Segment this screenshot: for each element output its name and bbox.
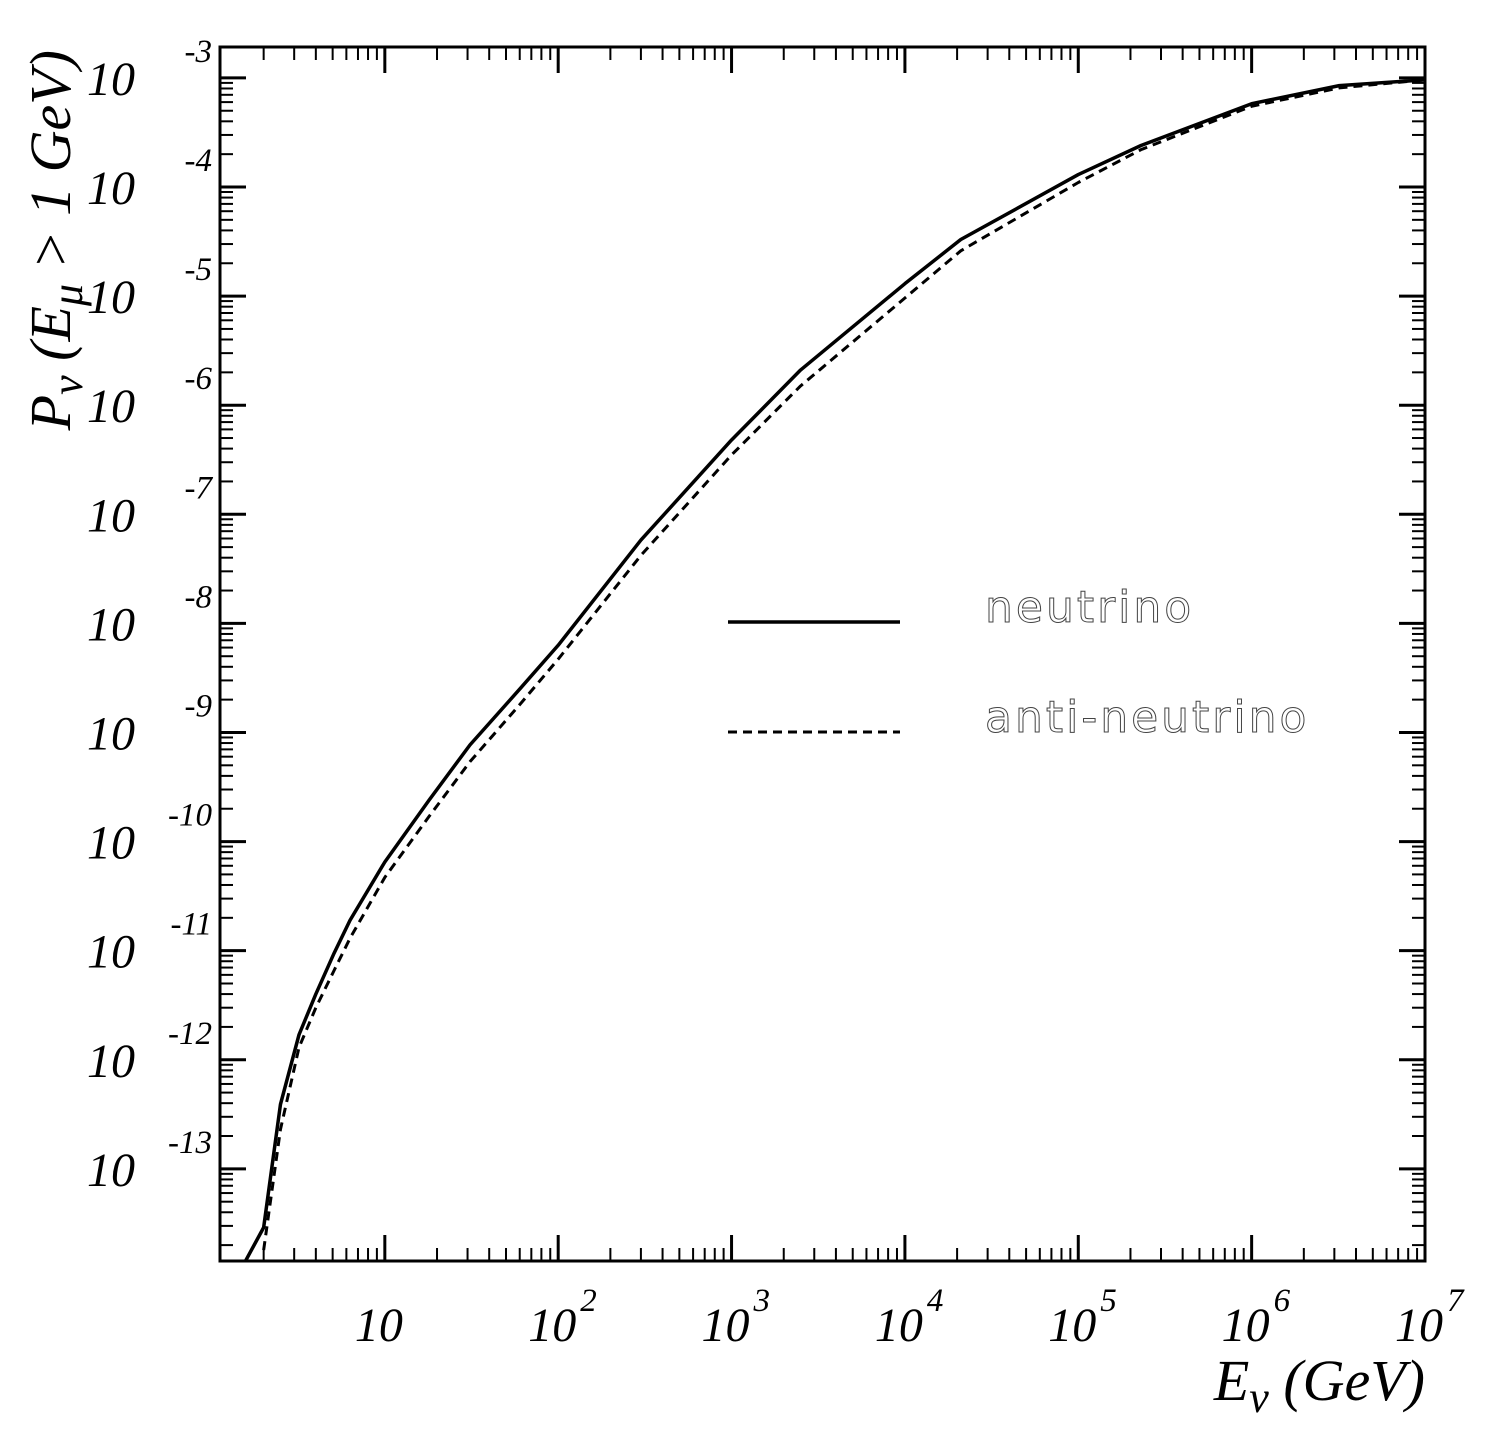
legend-label: anti-neutrino — [985, 692, 1309, 743]
y-tick-exponent: -4 — [185, 143, 213, 179]
y-tick-label: 10 — [87, 489, 135, 542]
y-tick-exponent: -6 — [185, 361, 213, 397]
x-tick-label: 10 — [702, 1299, 750, 1352]
y-tick-label: 10 — [87, 707, 135, 760]
x-tick-exponent: 5 — [1100, 1283, 1117, 1319]
x-tick-label: 10 — [1222, 1299, 1270, 1352]
y-axis-label-part: μ — [43, 284, 92, 307]
x-tick-exponent: 7 — [1447, 1283, 1465, 1319]
x-axis-label: Eν (GeV) — [1213, 1348, 1425, 1422]
series-line — [243, 78, 1425, 1261]
y-tick-label: 10 — [87, 598, 135, 651]
x-tick-exponent: 2 — [580, 1283, 597, 1319]
x-axis-label-part: ν — [1249, 1373, 1269, 1422]
y-tick-exponent: -5 — [185, 252, 213, 288]
y-tick-exponent: -10 — [168, 798, 212, 834]
x-tick-label: 10 — [1395, 1299, 1443, 1352]
y-tick-exponent: -11 — [170, 907, 212, 943]
y-tick-label: 10 — [87, 53, 135, 106]
y-axis-label-part: ν — [43, 375, 92, 395]
y-tick-exponent: -7 — [185, 470, 214, 506]
y-tick-exponent: -3 — [185, 34, 213, 70]
y-tick-label: 10 — [87, 271, 135, 324]
y-tick-label: 10 — [87, 1144, 135, 1197]
x-tick-label: 10 — [875, 1299, 923, 1352]
y-tick-label: 10 — [87, 926, 135, 979]
y-axis-label-part: > 1 GeV) — [18, 50, 83, 284]
x-tick-exponent: 4 — [927, 1283, 944, 1319]
y-tick-label: 10 — [87, 380, 135, 433]
y-axis-label-part: P — [18, 395, 83, 431]
series-line — [262, 78, 1425, 1251]
plot-area — [243, 78, 1425, 1261]
y-axis-label: Pν (Eμ > 1 GeV) — [18, 50, 92, 431]
y-tick-exponent: -13 — [168, 1125, 212, 1161]
y-tick-exponent: -8 — [185, 579, 213, 615]
x-axis-label-part: E — [1213, 1348, 1249, 1413]
x-tick-label: 10 — [528, 1299, 576, 1352]
y-tick-label: 10 — [87, 162, 135, 215]
x-tick-exponent: 6 — [1274, 1283, 1291, 1319]
y-tick-label: 10 — [87, 817, 135, 870]
x-axis-label-part: (GeV) — [1269, 1348, 1425, 1413]
y-tick-exponent: -9 — [185, 688, 213, 724]
y-tick-label: 10 — [87, 1035, 135, 1088]
x-tick-label: 10 — [355, 1299, 403, 1352]
y-tick-exponent: -12 — [168, 1016, 212, 1052]
legend-label: neutrino — [985, 582, 1194, 633]
x-tick-label: 10 — [1048, 1299, 1096, 1352]
x-tick-exponent: 3 — [753, 1283, 771, 1319]
plot-frame — [218, 45, 1427, 1263]
y-axis-label-part: (E — [18, 306, 83, 375]
